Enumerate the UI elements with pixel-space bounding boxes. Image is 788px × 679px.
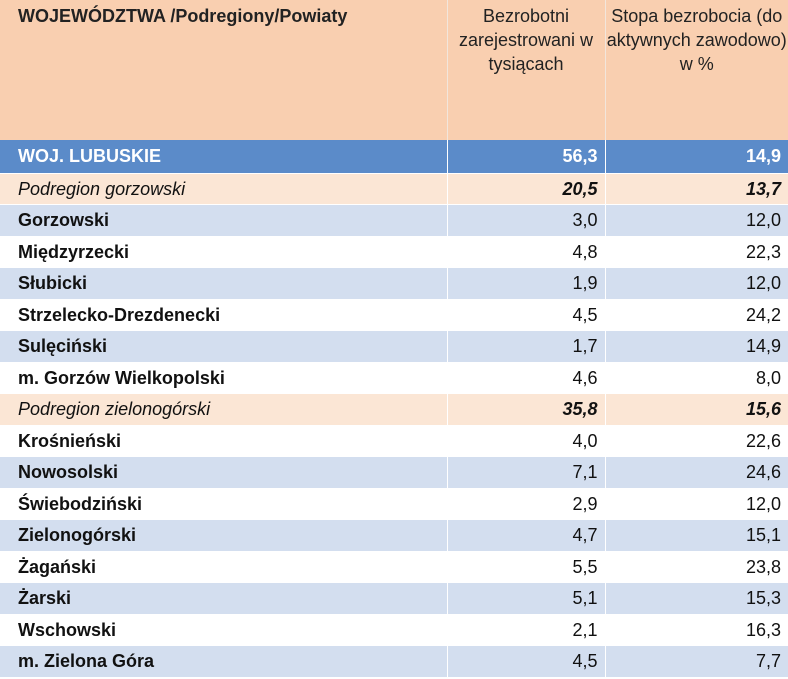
row-unemployed-cell: 4,7: [446, 519, 605, 552]
row-unemployed-cell: 4,0: [446, 425, 605, 457]
table-row: Gorzowski 3,0 12,0: [0, 204, 788, 237]
header-region-column: WOJEWÓDZTWA /Podregiony/Powiaty: [0, 0, 447, 140]
subregion-row: Podregion gorzowski 20,5 13,7: [0, 173, 788, 205]
table-header: WOJEWÓDZTWA /Podregiony/Powiaty Bezrobot…: [0, 0, 788, 140]
row-unemployed-cell: 20,5: [446, 173, 605, 205]
header-row: WOJEWÓDZTWA /Podregiony/Powiaty Bezrobot…: [0, 0, 788, 140]
row-unemployed-cell: 2,1: [446, 614, 605, 646]
row-rate-cell: 13,7: [604, 173, 788, 205]
table-row: Słubicki 1,9 12,0: [0, 267, 788, 300]
row-rate-cell: 14,9: [604, 140, 788, 174]
row-name-cell: Żagański: [0, 551, 447, 583]
row-unemployed-cell: 56,3: [446, 140, 605, 174]
row-name-cell: m. Gorzów Wielkopolski: [0, 362, 447, 394]
row-name-cell: WOJ. LUBUSKIE: [0, 140, 447, 174]
table-body: WOJ. LUBUSKIE 56,3 14,9 Podregion gorzowski…: [0, 140, 788, 678]
row-unemployed-cell: 4,5: [446, 645, 605, 678]
table-row: Żagański 5,5 23,8: [0, 551, 788, 583]
row-name-cell: Wschowski: [0, 614, 447, 646]
row-name-cell: Nowosolski: [0, 456, 447, 489]
row-rate-cell: 14,9: [604, 330, 788, 363]
table-row: Żarski 5,1 15,3: [0, 582, 788, 615]
row-unemployed-cell: 1,9: [446, 267, 605, 300]
header-unemployed-column: Bezrobotni zarejestrowani w tysiącach: [446, 0, 605, 140]
row-name-cell: Podregion gorzowski: [0, 173, 447, 205]
row-name-cell: Podregion zielonogórski: [0, 393, 447, 426]
row-rate-cell: 24,6: [604, 456, 788, 489]
row-rate-cell: 12,0: [604, 267, 788, 300]
row-rate-cell: 22,3: [604, 236, 788, 268]
row-name-cell: Strzelecko-Drezdenecki: [0, 299, 447, 331]
table-row: m. Gorzów Wielkopolski 4,6 8,0: [0, 362, 788, 394]
row-unemployed-cell: 35,8: [446, 393, 605, 426]
row-name-cell: Międzyrzecki: [0, 236, 447, 268]
region-row: WOJ. LUBUSKIE 56,3 14,9: [0, 140, 788, 174]
row-unemployed-cell: 1,7: [446, 330, 605, 363]
row-name-cell: Świebodziński: [0, 488, 447, 520]
row-rate-cell: 22,6: [604, 425, 788, 457]
table-row: Sulęciński 1,7 14,9: [0, 330, 788, 363]
row-rate-cell: 16,3: [604, 614, 788, 646]
table-row: Krośnieński 4,0 22,6: [0, 425, 788, 457]
row-name-cell: Gorzowski: [0, 204, 447, 237]
row-rate-cell: 7,7: [604, 645, 788, 678]
row-unemployed-cell: 4,5: [446, 299, 605, 331]
table-row: Nowosolski 7,1 24,6: [0, 456, 788, 489]
row-unemployed-cell: 4,8: [446, 236, 605, 268]
row-rate-cell: 12,0: [604, 204, 788, 237]
subregion-row: Podregion zielonogórski 35,8 15,6: [0, 393, 788, 426]
row-name-cell: Zielonogórski: [0, 519, 447, 552]
row-rate-cell: 15,3: [604, 582, 788, 615]
row-name-cell: Słubicki: [0, 267, 447, 300]
table-row: m. Zielona Góra 4,5 7,7: [0, 645, 788, 678]
row-unemployed-cell: 2,9: [446, 488, 605, 520]
row-unemployed-cell: 7,1: [446, 456, 605, 489]
row-rate-cell: 23,8: [604, 551, 788, 583]
table-row: Świebodziński 2,9 12,0: [0, 488, 788, 520]
row-rate-cell: 15,6: [604, 393, 788, 426]
row-rate-cell: 12,0: [604, 488, 788, 520]
table-row: Strzelecko-Drezdenecki 4,5 24,2: [0, 299, 788, 331]
row-unemployed-cell: 5,1: [446, 582, 605, 615]
table-row: Międzyrzecki 4,8 22,3: [0, 236, 788, 268]
row-name-cell: Sulęciński: [0, 330, 447, 363]
row-unemployed-cell: 4,6: [446, 362, 605, 394]
header-rate-column: Stopa bezrobocia (do aktywnych zawodowo)…: [604, 0, 788, 140]
row-rate-cell: 8,0: [604, 362, 788, 394]
row-name-cell: m. Zielona Góra: [0, 645, 447, 678]
row-unemployed-cell: 3,0: [446, 204, 605, 237]
table-row: Wschowski 2,1 16,3: [0, 614, 788, 646]
row-rate-cell: 24,2: [604, 299, 788, 331]
row-unemployed-cell: 5,5: [446, 551, 605, 583]
row-name-cell: Krośnieński: [0, 425, 447, 457]
row-name-cell: Żarski: [0, 582, 447, 615]
table-row: Zielonogórski 4,7 15,1: [0, 519, 788, 552]
row-rate-cell: 15,1: [604, 519, 788, 552]
